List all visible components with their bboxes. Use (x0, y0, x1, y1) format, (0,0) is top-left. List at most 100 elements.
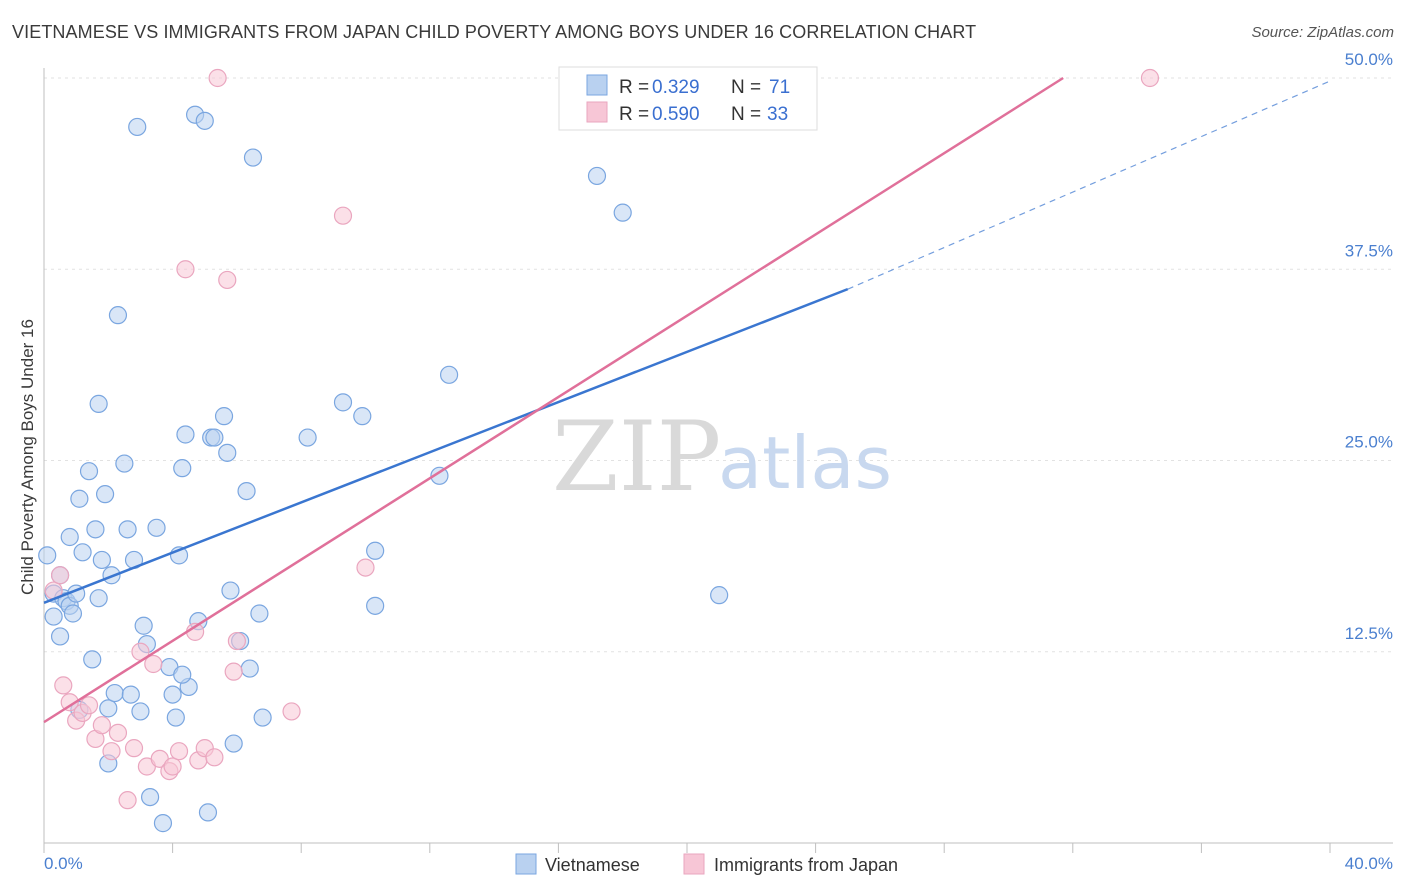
point-vietnamese-57 (253, 708, 272, 727)
watermark-zip: ZIP (552, 401, 721, 513)
point-vietnamese-37 (166, 708, 185, 727)
point-vietnamese-26 (121, 685, 140, 704)
point-vietnamese-60 (353, 407, 372, 426)
grid (44, 77, 1393, 653)
point-vietnamese-70 (173, 665, 192, 684)
point-vietnamese-51 (224, 734, 243, 753)
trend-extension-vietnamese (847, 80, 1331, 290)
point-japan-32 (1140, 68, 1160, 88)
point-japan-19 (169, 742, 189, 761)
y-axis-title: Child Poverty Among Boys Under 16 (18, 319, 37, 595)
stats-legend: R = 0.329 N = 71 R = 0.590 N = 33 (558, 66, 818, 131)
point-vietnamese-23 (108, 306, 128, 325)
point-vietnamese-22 (105, 683, 124, 703)
point-vietnamese-53 (237, 482, 256, 501)
point-vietnamese-20 (99, 699, 118, 718)
point-japan-11 (118, 791, 137, 810)
point-vietnamese-39 (173, 459, 192, 478)
legend-r-label-vietnamese: R = (619, 77, 649, 98)
point-vietnamese-45 (198, 803, 218, 822)
point-japan-27 (224, 662, 243, 681)
point-vietnamese-34 (153, 814, 173, 833)
point-japan-30 (333, 206, 353, 225)
point-vietnamese-14 (83, 650, 102, 669)
point-vietnamese-13 (79, 462, 99, 481)
point-vietnamese-48 (214, 407, 234, 426)
y-tick-label-1: 25.0% (1345, 433, 1393, 452)
watermark: ZIP atlas (552, 401, 892, 513)
legend-n-value-vietnamese: 71 (769, 77, 790, 98)
point-vietnamese-56 (250, 604, 269, 623)
series-legend-label-vietnamese: Vietnamese (545, 855, 640, 875)
point-vietnamese-3 (50, 627, 70, 646)
point-vietnamese-50 (221, 581, 240, 600)
point-vietnamese-24 (115, 454, 134, 473)
legend-swatch-vietnamese (586, 74, 608, 96)
legend-n-label-japan: N = (731, 104, 761, 125)
legend-r-value-japan: 0.590 (652, 104, 700, 125)
point-vietnamese-62 (366, 541, 385, 560)
point-japan-20 (176, 260, 195, 279)
point-japan-10 (108, 723, 128, 742)
point-japan-25 (208, 68, 227, 88)
series-legend-swatch-japan (683, 853, 705, 875)
point-vietnamese-32 (140, 787, 160, 807)
point-vietnamese-47 (205, 428, 224, 447)
trend-line-vietnamese (43, 287, 849, 604)
point-vietnamese-67 (710, 586, 729, 605)
watermark-atlas: atlas (718, 421, 892, 505)
y-tick-labels: 12.5% 25.0% 37.5% 50.0% (1345, 50, 1393, 643)
point-vietnamese-63 (430, 466, 449, 485)
x-tick-max: 40.0% (1345, 854, 1393, 873)
y-tick-label-3: 50.0% (1345, 50, 1393, 69)
point-vietnamese-11 (70, 489, 89, 508)
point-vietnamese-61 (366, 596, 385, 615)
point-vietnamese-65 (587, 166, 607, 186)
point-vietnamese-40 (176, 425, 195, 444)
point-japan-8 (92, 716, 111, 735)
point-japan-18 (163, 757, 182, 776)
point-vietnamese-64 (439, 365, 459, 384)
legend-r-value-vietnamese: 0.329 (652, 77, 700, 98)
point-japan-24 (205, 748, 224, 767)
point-japan-6 (79, 696, 99, 715)
point-vietnamese-30 (134, 616, 153, 635)
legend-n-value-japan: 33 (767, 104, 788, 125)
x-tick-min: 0.0% (44, 854, 83, 873)
point-japan-2 (54, 676, 73, 695)
legend-swatch-japan (586, 101, 608, 123)
point-japan-29 (282, 702, 301, 721)
axes (43, 68, 1393, 853)
point-vietnamese-12 (73, 543, 92, 562)
series-legend-swatch-vietnamese (515, 853, 537, 875)
point-vietnamese-25 (118, 520, 137, 539)
point-vietnamese-29 (131, 702, 150, 721)
point-vietnamese-59 (333, 393, 353, 412)
point-vietnamese-7 (60, 527, 79, 547)
point-vietnamese-17 (89, 394, 108, 413)
point-vietnamese-0 (38, 546, 57, 565)
point-vietnamese-18 (92, 550, 111, 570)
points-layer (38, 68, 1160, 833)
point-vietnamese-28 (128, 117, 147, 137)
point-japan-15 (144, 654, 163, 674)
point-vietnamese-55 (243, 148, 263, 167)
series-legend: Vietnamese Immigrants from Japan (515, 853, 898, 875)
trend-line-japan (43, 76, 1064, 724)
point-vietnamese-54 (240, 659, 259, 678)
series-legend-label-japan: Immigrants from Japan (714, 855, 898, 875)
point-vietnamese-66 (613, 203, 632, 222)
point-vietnamese-19 (95, 485, 115, 504)
point-japan-12 (124, 739, 144, 758)
point-vietnamese-15 (86, 520, 105, 539)
point-japan-9 (102, 742, 121, 761)
point-japan-31 (356, 558, 375, 577)
point-vietnamese-2 (44, 607, 63, 626)
point-vietnamese-36 (163, 685, 182, 704)
point-japan-3 (60, 693, 79, 712)
y-tick-label-2: 37.5% (1345, 241, 1393, 260)
legend-r-label-japan: R = (619, 104, 649, 125)
point-vietnamese-58 (298, 428, 317, 447)
point-vietnamese-44 (195, 111, 214, 130)
